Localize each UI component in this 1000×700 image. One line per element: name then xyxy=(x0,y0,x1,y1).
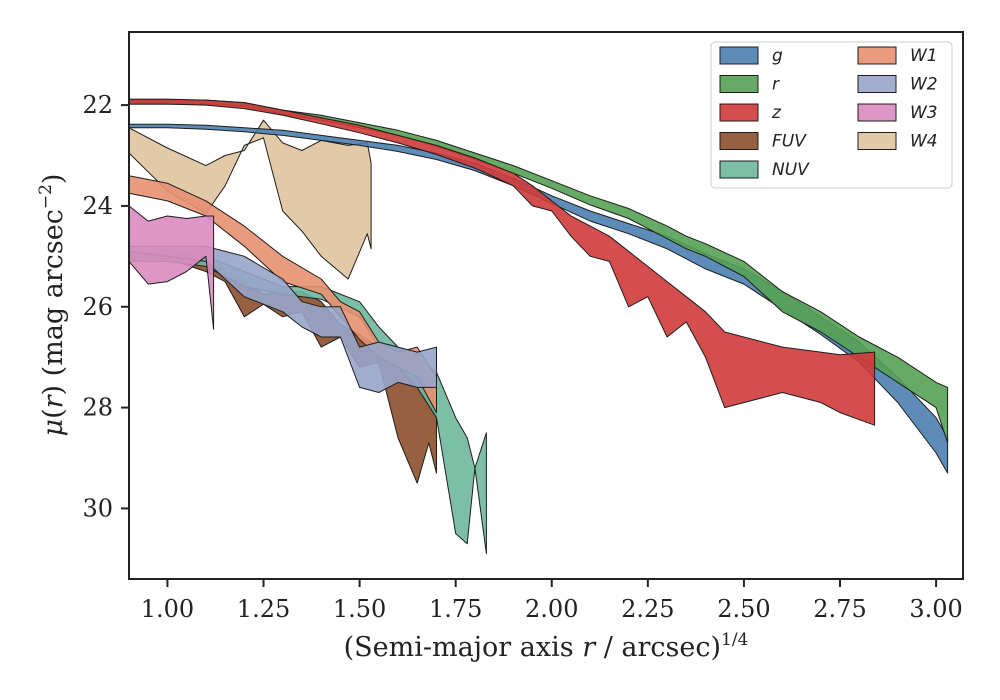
legend-swatch-w2 xyxy=(857,75,897,93)
plot-frame xyxy=(128,31,964,580)
legend-swatch-w1 xyxy=(857,46,897,65)
series-area-w2 xyxy=(128,245,437,393)
legend-label-z: z xyxy=(771,103,782,123)
series-area-z xyxy=(128,98,876,426)
x-axis-label: (Semi-major axis r / arcsec)1/4 xyxy=(344,630,749,663)
legend-label-g: g xyxy=(772,46,783,66)
legend-swatch-z xyxy=(719,103,759,122)
x-tick-label: 3.00 xyxy=(909,595,962,623)
legend-label-nuv: NUV xyxy=(772,160,810,180)
x-tick-label: 2.75 xyxy=(813,595,866,623)
y-tick-label: 22 xyxy=(82,91,113,119)
x-tick-label: 2.50 xyxy=(717,595,770,623)
x-tick-label: 1.50 xyxy=(333,595,386,623)
legend-swatch-w4 xyxy=(857,132,897,150)
y-tick-label: 26 xyxy=(82,293,113,321)
legend-swatch-fuv xyxy=(719,132,759,150)
legend-swatch-nuv xyxy=(719,160,759,179)
legend-label-r: r xyxy=(772,75,780,95)
x-tick-label: 2.00 xyxy=(525,595,578,623)
y-tick-label: 28 xyxy=(82,394,113,422)
x-tick-label: 1.00 xyxy=(141,595,194,623)
legend: grz FUV NUV W1 W2 W3 W4 xyxy=(710,41,953,189)
legend-label-fuv: FUV xyxy=(772,132,807,152)
series-area-w1 xyxy=(128,175,437,414)
y-tick-label: 24 xyxy=(82,192,113,220)
x-tick-label: 2.25 xyxy=(621,595,674,623)
legend-label-w1: W1 xyxy=(910,46,938,66)
x-tick-label: 1.25 xyxy=(237,595,290,623)
legend-swatch-g xyxy=(719,46,759,65)
legend-label-w2: W2 xyxy=(910,75,938,95)
x-axis: 1.00 1.25 1.50 1.75 2.00 2.25 2.50 2.75 3.00 xyxy=(141,579,963,623)
series-area-w4 xyxy=(128,119,372,280)
chart-series-areas xyxy=(128,98,949,555)
legend-swatch-r xyxy=(719,75,759,93)
series-area-w3 xyxy=(128,205,215,330)
y-tick-label: 30 xyxy=(82,494,113,522)
legend-label-w4: W4 xyxy=(910,132,938,152)
legend-label-w3: W3 xyxy=(910,103,938,123)
y-axis-label: μ(r) (mag arcsec−2) xyxy=(36,174,69,437)
x-tick-label: 1.75 xyxy=(429,595,482,623)
legend-swatch-w3 xyxy=(857,103,897,122)
y-axis: 22 24 26 28 30 xyxy=(82,91,129,522)
